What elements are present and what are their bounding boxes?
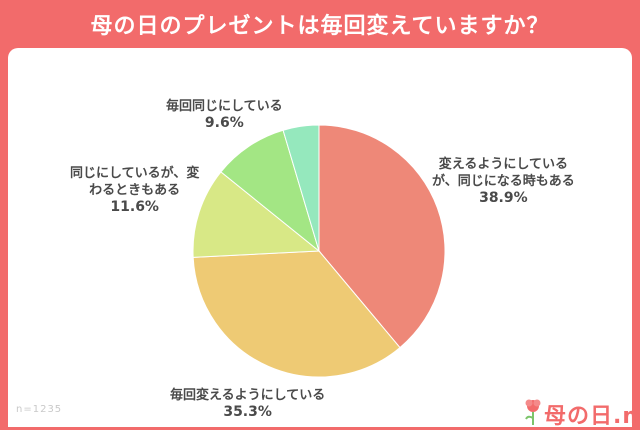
slice-label-line: 変えるようにしている xyxy=(438,157,568,172)
slice-value-label: 35.3% xyxy=(223,404,272,420)
slice-label-change-but-sometimes-same: 変えるようにしている が、同じになる時もある 38.9% xyxy=(432,156,575,207)
slice-label-line: 毎回変えるようにしている xyxy=(170,388,326,403)
pie-slice-1 xyxy=(192,250,401,378)
carnation-icon xyxy=(525,399,541,425)
slice-value-label: 11.6% xyxy=(110,199,159,215)
page-title: 母の日のプレゼントは毎回変えていますか？ xyxy=(90,14,550,39)
slice-label-always-change: 毎回変えるようにしている 35.3% xyxy=(170,387,325,421)
pie-slice-4 xyxy=(282,124,320,252)
logo-text: 母の日.me xyxy=(544,404,640,429)
slice-label-always-same: 毎回同じにしている 9.6% xyxy=(166,98,283,132)
slice-label-line: わるときもある xyxy=(89,183,181,198)
slice-value-label: 9.6% xyxy=(204,115,244,131)
slice-label-line: 毎回同じにしている xyxy=(166,99,283,114)
pie-slice-3 xyxy=(220,129,320,253)
pie-slice-2 xyxy=(192,171,321,258)
sample-size-note: n=1235 xyxy=(16,404,63,415)
slice-value-label: 38.9% xyxy=(479,190,528,206)
slice-label-line: が、同じになる時もある xyxy=(432,174,575,189)
slice-label-line: 同じにしているが、変 xyxy=(70,166,200,181)
pie-slice-0 xyxy=(318,124,446,349)
site-logo[interactable]: 母の日.me xyxy=(522,396,640,429)
slice-label-same-but-sometimes-change: 同じにしているが、変 わるときもある 11.6% xyxy=(70,165,199,216)
